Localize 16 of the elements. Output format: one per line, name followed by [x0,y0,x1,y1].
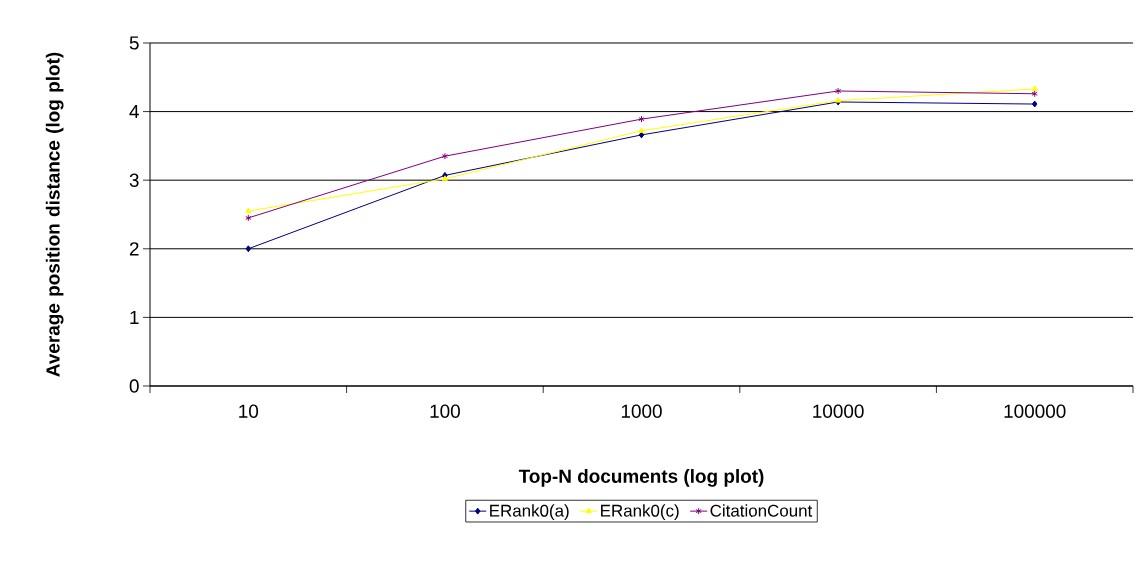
x-tick-label: 10000 [813,404,864,418]
x-tick-label: 10 [239,404,259,418]
y-tick-label: 2 [129,242,139,256]
x-tick-label: 100000 [1004,404,1066,418]
y-tick-label: 4 [129,105,139,119]
y-tick-label: 1 [130,310,139,324]
legend-label: CitationCount [710,504,813,517]
x-tick-label: 1000 [621,404,662,418]
x-axis-title: Top-N documents (log plot) [518,469,764,487]
y-tick-label: 3 [129,173,139,187]
y-tick-label: 0 [129,379,139,393]
legend-label: ERank0(a) [490,504,569,521]
x-tick-label: 100 [430,404,460,418]
y-tick-label: 5 [129,36,139,50]
legend-label: ERank0(c) [601,504,679,521]
y-axis-title: Average position distance (log plot) [45,52,64,377]
